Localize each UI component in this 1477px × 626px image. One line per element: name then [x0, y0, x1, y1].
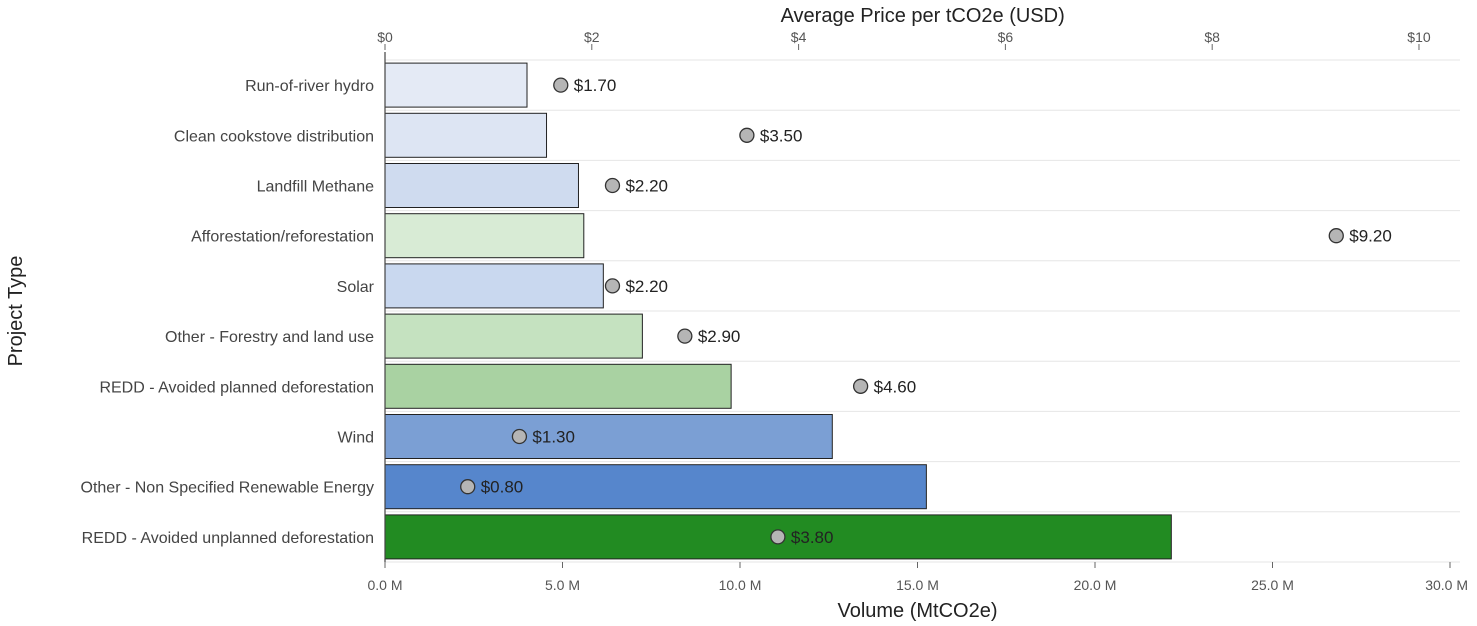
- price-point: [852, 378, 869, 394]
- gridlines: [385, 59, 1460, 563]
- category-label: Run-of-river hydro: [245, 78, 374, 95]
- category-label: Other - Non Specified Renewable Energy: [81, 480, 375, 497]
- price-point: [460, 479, 476, 495]
- price-points: $1.70 $3.50 $2.20 $9.20 $2.20 $2.90 $4.60 $1.30…: [460, 76, 1392, 547]
- category-label: Clean cookstove distribution: [174, 128, 374, 145]
- top-axis-ticks: $0 $2 $4 $6 $8 $10: [377, 29, 1431, 50]
- volume-bar: [384, 163, 579, 208]
- bottom-tick-label: 30.0 M: [1425, 577, 1468, 593]
- price-point: [1328, 228, 1344, 244]
- price-point: [739, 127, 755, 143]
- bottom-tick-label: 5.0 M: [545, 577, 580, 593]
- volume-bar: [384, 414, 833, 459]
- volume-bar: [384, 112, 548, 158]
- top-tick-label: $2: [584, 29, 600, 45]
- price-label: $2.90: [698, 327, 741, 346]
- bottom-tick-label: 25.0 M: [1251, 577, 1294, 593]
- category-labels: Run-of-river hydro Clean cookstove distri…: [81, 78, 375, 547]
- category-label: REDD - Avoided planned deforestation: [99, 379, 374, 396]
- category-label: Wind: [338, 430, 374, 447]
- category-label: Landfill Methane: [257, 179, 375, 196]
- bottom-tick-label: 15.0 M: [896, 577, 939, 593]
- y-axis-title: Project Type: [5, 256, 27, 367]
- bottom-tick-label: 20.0 M: [1074, 577, 1117, 593]
- category-label: Other - Forestry and land use: [165, 329, 374, 346]
- price-label: $1.30: [532, 428, 575, 447]
- bottom-axis-title: Volume (MtCO2e): [837, 600, 997, 622]
- volume-bar: [384, 363, 732, 409]
- price-point: [553, 77, 569, 93]
- category-label: REDD - Avoided unplanned deforestation: [82, 530, 374, 547]
- price-label: $2.20: [625, 177, 668, 196]
- top-tick-label: $8: [1204, 29, 1220, 45]
- price-label: $9.20: [1349, 227, 1392, 246]
- top-tick-label: $4: [791, 29, 807, 45]
- category-label: Solar: [337, 279, 375, 296]
- price-label: $1.70: [574, 76, 617, 95]
- volume-bar: [384, 313, 643, 359]
- price-point: [604, 177, 621, 194]
- price-label: $3.80: [791, 528, 834, 547]
- top-tick-label: $6: [998, 29, 1014, 45]
- top-axis-title: Average Price per tCO2e (USD): [781, 5, 1065, 27]
- bottom-axis-ticks: 0.0 M 5.0 M 10.0 M 15.0 M 20.0 M 25.0 M 30.0 M: [367, 562, 1468, 593]
- top-tick-label: $10: [1407, 29, 1431, 45]
- axis-titles: Average Price per tCO2e (USD) Volume (Mt…: [5, 5, 1065, 622]
- category-label: Afforestation/reforestation: [191, 229, 374, 246]
- price-label: $4.60: [874, 377, 917, 396]
- bottom-tick-label: 10.0 M: [719, 577, 762, 593]
- volume-bar: [384, 213, 585, 259]
- bottom-tick-label: 0.0 M: [367, 577, 402, 593]
- price-label: $2.20: [625, 277, 668, 296]
- price-label: $0.80: [481, 478, 524, 497]
- volume-bar: [384, 263, 604, 309]
- top-tick-label: $0: [377, 29, 393, 45]
- price-point: [511, 428, 528, 445]
- price-point: [770, 529, 786, 545]
- price-point: [677, 328, 693, 344]
- price-label: $3.50: [760, 126, 803, 145]
- price-point: [604, 278, 621, 294]
- volume-bar: [384, 62, 528, 108]
